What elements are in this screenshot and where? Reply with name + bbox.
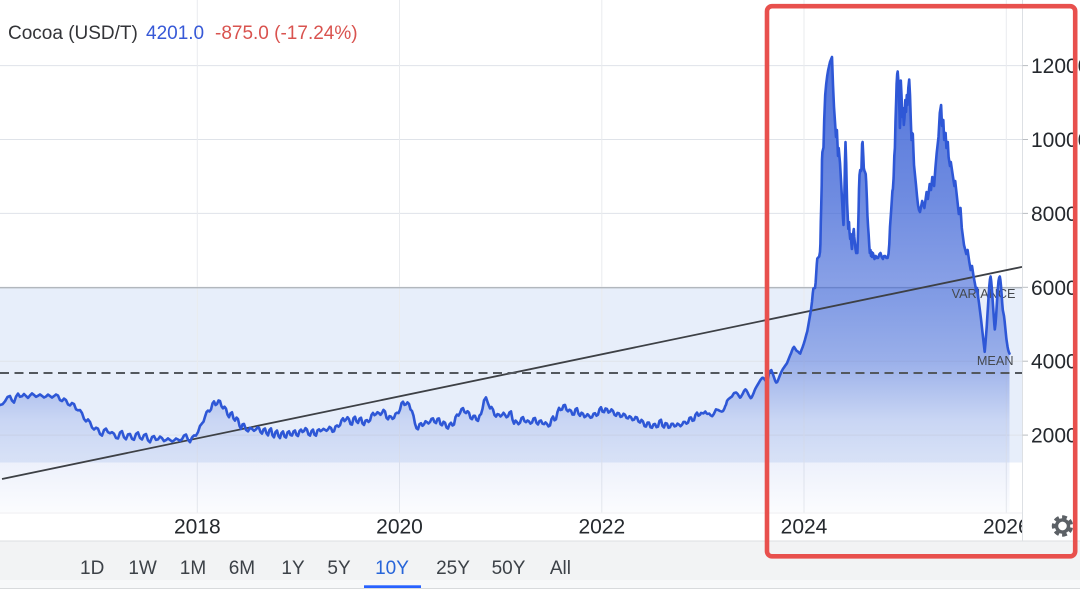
svg-text:6000: 6000 [1031, 277, 1078, 300]
svg-text:1M: 1M [180, 558, 206, 579]
svg-text:-875.0 (-17.24%): -875.0 (-17.24%) [215, 23, 358, 44]
svg-text:1Y: 1Y [281, 558, 305, 579]
svg-text:4201.0: 4201.0 [146, 23, 204, 44]
svg-text:25Y: 25Y [436, 558, 470, 579]
svg-text:1W: 1W [128, 558, 157, 579]
svg-text:MEAN: MEAN [977, 354, 1014, 368]
svg-text:Cocoa (USD/T): Cocoa (USD/T) [8, 23, 138, 44]
svg-text:10000: 10000 [1031, 129, 1080, 152]
svg-text:5Y: 5Y [327, 558, 351, 579]
svg-text:2000: 2000 [1031, 425, 1078, 448]
svg-text:6M: 6M [229, 558, 255, 579]
svg-text:12000: 12000 [1031, 55, 1080, 78]
svg-text:2020: 2020 [376, 515, 423, 538]
svg-text:1D: 1D [80, 558, 104, 579]
svg-text:2022: 2022 [578, 515, 625, 538]
svg-text:2024: 2024 [781, 515, 828, 538]
svg-text:4000: 4000 [1031, 351, 1078, 374]
svg-text:50Y: 50Y [492, 558, 526, 579]
svg-text:10Y: 10Y [375, 558, 409, 579]
svg-text:All: All [550, 558, 571, 579]
svg-text:8000: 8000 [1031, 203, 1078, 226]
svg-text:2018: 2018 [174, 515, 221, 538]
svg-text:2026: 2026 [983, 515, 1030, 538]
svg-text:VARIANCE: VARIANCE [952, 287, 1016, 301]
